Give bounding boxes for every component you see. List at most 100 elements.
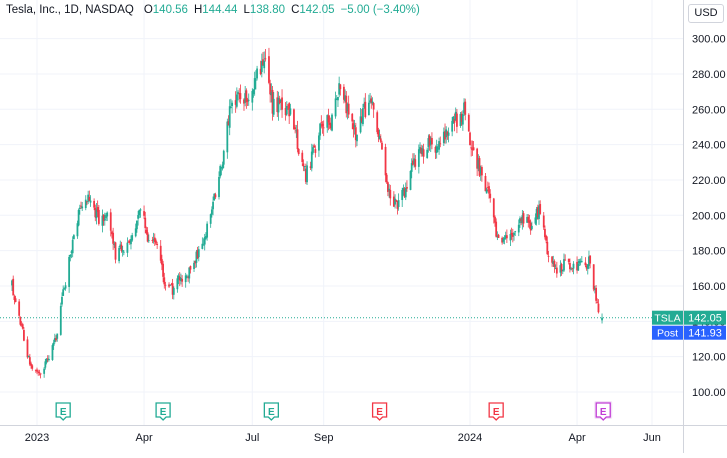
candle-body	[87, 194, 90, 202]
candle-body	[84, 199, 87, 209]
candle-body	[53, 338, 56, 343]
candle-body	[335, 98, 338, 100]
candle-body	[13, 296, 16, 300]
candle-body	[477, 160, 480, 169]
candle-body	[542, 215, 545, 228]
candle-body	[404, 187, 407, 198]
candle-body	[385, 174, 388, 183]
candle-body	[421, 148, 424, 155]
candle-body	[318, 135, 320, 151]
candle-body	[118, 247, 120, 262]
candle-body	[352, 123, 355, 130]
candle-body	[39, 373, 42, 375]
candle-body	[268, 56, 270, 83]
candle-body	[228, 106, 231, 128]
y-tick-label: 280.00	[692, 69, 726, 81]
candle-body	[480, 167, 483, 176]
candle-body	[520, 218, 523, 221]
candle-body	[505, 235, 508, 239]
candle-body	[489, 193, 492, 199]
candle-body	[113, 244, 116, 246]
candle-body	[529, 222, 532, 231]
candle-body	[212, 201, 214, 210]
candle-body	[545, 235, 548, 241]
candle-body	[334, 98, 337, 117]
currency-button[interactable]: USD	[688, 4, 724, 23]
candle-body	[46, 358, 49, 360]
candle-body	[592, 264, 595, 290]
candle-body	[328, 122, 331, 125]
candle-body	[586, 264, 589, 269]
candle-body	[272, 98, 275, 115]
candle-body	[170, 284, 173, 286]
candle-body	[254, 79, 257, 81]
candle-body	[359, 116, 362, 133]
candle-body	[495, 221, 498, 237]
candle-body	[285, 105, 288, 115]
earnings-letter: E	[60, 407, 67, 418]
candle-body	[218, 176, 220, 198]
candle-body	[269, 83, 272, 95]
candle-body	[389, 189, 392, 199]
price-tag-value: 141.93	[688, 328, 722, 340]
candle-body	[584, 262, 587, 266]
candle-body	[560, 264, 563, 272]
candle-body	[555, 267, 558, 274]
candle-body	[446, 131, 449, 136]
candle-body	[447, 132, 450, 136]
candle-body	[576, 261, 578, 271]
candle-body	[360, 117, 363, 122]
candle-body	[28, 357, 31, 365]
candle-body	[128, 240, 131, 243]
candle-body	[471, 148, 474, 150]
candle-body	[534, 217, 537, 224]
candle-body	[463, 102, 465, 114]
candle-body	[434, 146, 437, 153]
candle-body	[362, 108, 364, 125]
candle-body	[594, 288, 596, 291]
candle-body	[309, 166, 312, 168]
candle-body	[596, 301, 599, 303]
candle-body	[127, 241, 130, 243]
earnings-badge	[595, 402, 611, 421]
candle-body	[503, 237, 506, 240]
candle-body	[412, 160, 414, 165]
candle-body	[372, 103, 375, 110]
candle-body	[176, 278, 179, 290]
candle-body	[539, 204, 542, 214]
candle-body	[38, 372, 41, 374]
candle-body	[436, 148, 439, 150]
change-value: −5.00 (−3.40%)	[340, 4, 420, 16]
candle-body	[259, 68, 262, 75]
candle-body	[143, 211, 145, 216]
candle-body	[588, 256, 590, 266]
earnings-letter: E	[160, 407, 167, 418]
candle-body	[213, 193, 216, 201]
candle-body	[321, 123, 324, 127]
candle-body	[476, 148, 479, 169]
candle-body	[172, 287, 175, 295]
candle-body	[559, 265, 562, 273]
candle-body	[251, 91, 254, 103]
candle-body	[517, 224, 520, 233]
candle-body	[161, 259, 163, 265]
candle-body	[513, 232, 515, 235]
y-tick-label: 160.00	[692, 281, 726, 293]
candle-body	[47, 358, 50, 361]
candle-body	[137, 215, 140, 219]
candle-body	[293, 109, 295, 130]
candle-body	[314, 149, 317, 153]
candle-body	[414, 159, 417, 167]
candle-body	[134, 228, 137, 237]
candle-body	[178, 277, 181, 281]
candle-body	[34, 369, 37, 371]
y-tick-label: 260.00	[692, 104, 726, 116]
candle-body	[296, 129, 299, 150]
candle-body	[18, 301, 21, 316]
symbol-title: Tesla, Inc., 1D, NASDAQ	[6, 4, 134, 16]
candle-body	[354, 127, 357, 141]
candle-body	[417, 149, 420, 167]
candle-body	[153, 237, 156, 242]
